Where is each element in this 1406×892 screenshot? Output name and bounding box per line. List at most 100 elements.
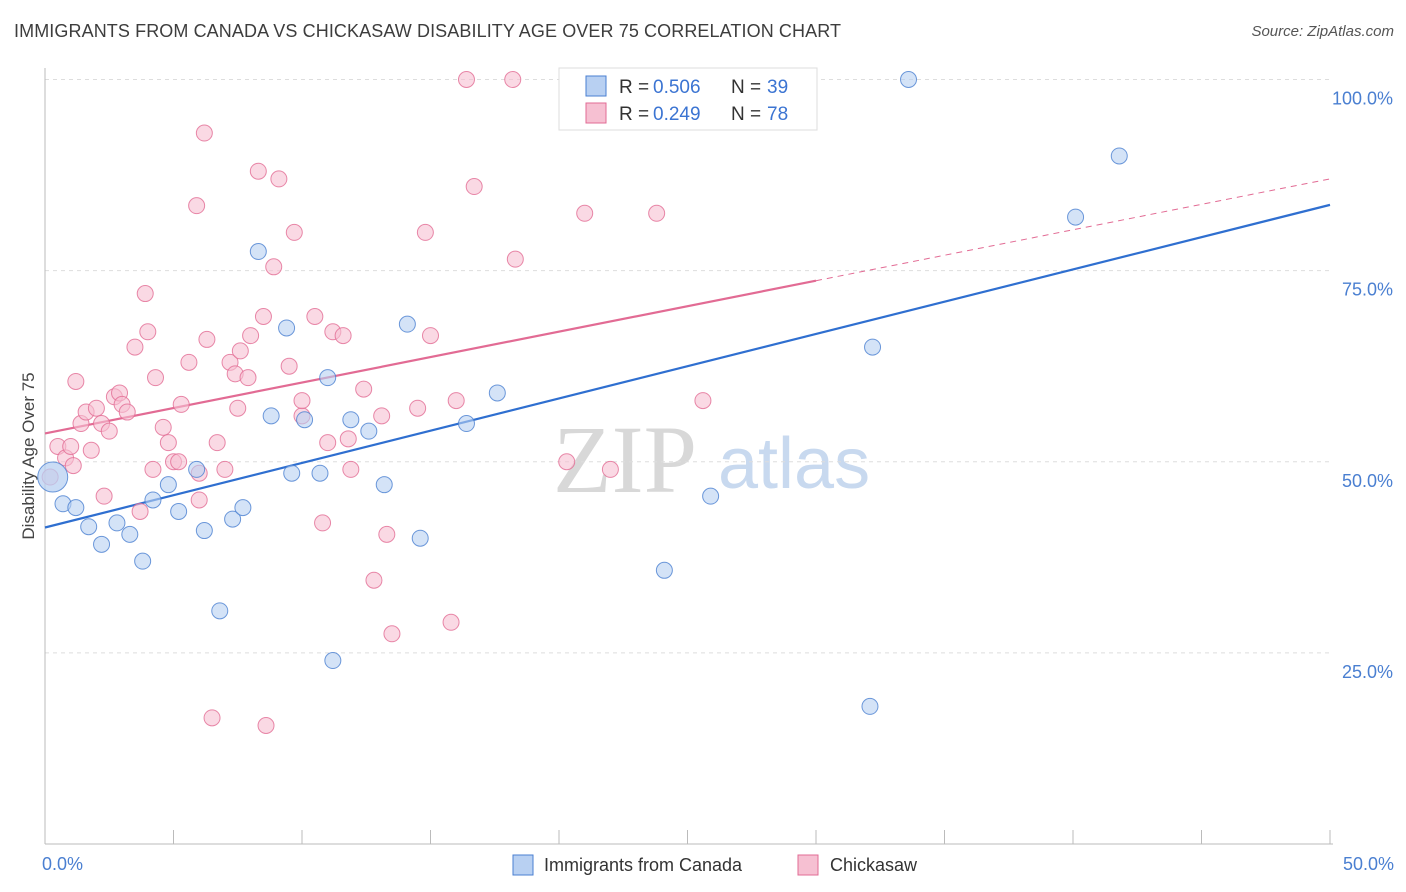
chickasaw-point-77 <box>190 491 208 509</box>
x-tick-label-min: 0.0% <box>42 854 83 874</box>
chickasaw-point-66 <box>457 71 475 88</box>
canada-point-20 <box>296 411 314 429</box>
chickasaw-point-19 <box>136 285 154 303</box>
chickasaw-point-51 <box>314 514 332 532</box>
bottom-legend-label-canada: Immigrants from Canada <box>544 855 743 875</box>
chickasaw-point-44 <box>257 717 275 735</box>
chart-title: IMMIGRANTS FROM CANADA VS CHICKASAW DISA… <box>14 21 842 41</box>
trend-lines <box>44 178 1331 529</box>
chickasaw-point-12 <box>100 422 118 440</box>
canada-point-30 <box>488 384 506 402</box>
chickasaw-point-63 <box>422 327 439 345</box>
legend-r-label-pink: R = <box>619 104 649 125</box>
bottom-legend: Immigrants from Canada Chickasaw <box>512 854 918 876</box>
chickasaw-point-59 <box>373 407 391 425</box>
chickasaw-point-40 <box>239 369 257 387</box>
legend-r-label-blue: R = <box>619 77 649 98</box>
bottom-legend-label-chickasaw: Chickasaw <box>830 855 918 875</box>
chickasaw-point-18 <box>131 502 149 520</box>
chickasaw-point-3 <box>62 437 80 455</box>
chickasaw-point-5 <box>67 372 85 390</box>
x-ticks <box>44 830 1331 844</box>
legend-r-value-pink: 0.249 <box>653 104 701 125</box>
axes <box>44 68 1333 845</box>
y-tick-label-100: 100.0% <box>1332 89 1393 109</box>
chickasaw-point-23 <box>154 418 172 436</box>
trend-line-1 <box>44 279 817 435</box>
canada-point-0 <box>37 461 69 493</box>
watermark-atlas: atlas <box>718 424 870 504</box>
chickasaw-point-75 <box>416 223 434 241</box>
legend-n-value-blue: 39 <box>767 77 788 98</box>
chickasaw-point-55 <box>339 430 357 448</box>
canada-points <box>37 71 1128 715</box>
chickasaw-point-54 <box>334 327 352 345</box>
chickasaw-point-9 <box>87 399 105 417</box>
y-tick-labels: 25.0% 50.0% 75.0% 100.0% <box>1332 89 1393 682</box>
canada-point-23 <box>324 652 342 670</box>
chickasaw-point-24 <box>159 434 177 452</box>
legend-r-value-blue: 0.506 <box>653 77 701 98</box>
chickasaw-point-50 <box>306 307 324 325</box>
canada-point-19 <box>283 464 301 482</box>
canada-point-34 <box>864 338 882 356</box>
legend-swatch-pink <box>585 102 607 124</box>
legend-swatch-blue <box>585 75 607 97</box>
chickasaw-point-38 <box>229 399 247 417</box>
legend-n-value-pink: 78 <box>767 104 788 125</box>
canada-point-11 <box>188 460 206 478</box>
canada-point-15 <box>234 499 252 517</box>
canada-point-35 <box>861 697 879 715</box>
chickasaw-point-28 <box>180 353 198 371</box>
bottom-legend-swatch-chickasaw <box>797 854 819 876</box>
chickasaw-point-74 <box>694 392 712 410</box>
chickasaw-point-46 <box>270 170 288 188</box>
chickasaw-point-65 <box>447 392 465 410</box>
canada-point-26 <box>375 476 393 494</box>
canada-point-36 <box>900 71 918 88</box>
canada-point-7 <box>134 552 152 570</box>
trend-line-0 <box>44 203 1331 529</box>
canada-point-22 <box>319 369 337 387</box>
y-tick-label-75: 75.0% <box>1342 280 1393 300</box>
y-tick-label-50: 50.0% <box>1342 471 1393 491</box>
chickasaw-point-41 <box>242 327 260 345</box>
chickasaw-point-52 <box>319 434 337 452</box>
chickasaw-point-69 <box>506 250 524 268</box>
chickasaw-point-71 <box>576 204 594 222</box>
source-label: Source: ZipAtlas.com <box>1251 23 1394 40</box>
chickasaw-point-21 <box>144 460 162 478</box>
canada-point-24 <box>342 411 360 429</box>
chickasaw-point-64 <box>442 613 460 631</box>
chickasaw-point-11 <box>95 487 113 505</box>
chickasaw-point-20 <box>139 323 157 341</box>
chickasaw-point-62 <box>409 399 427 417</box>
canada-point-16 <box>249 243 267 261</box>
canada-point-9 <box>159 476 177 494</box>
canada-point-12 <box>195 522 213 540</box>
canada-point-33 <box>702 487 720 505</box>
canada-point-2 <box>67 499 85 517</box>
chickasaw-point-32 <box>198 330 216 348</box>
canada-point-17 <box>262 407 280 425</box>
chickasaw-point-26 <box>170 453 188 471</box>
canada-point-25 <box>360 422 378 440</box>
chickasaw-point-8 <box>82 441 100 459</box>
chickasaw-point-4 <box>64 457 82 475</box>
canada-point-4 <box>93 535 111 553</box>
canada-point-21 <box>311 464 329 482</box>
chickasaw-point-17 <box>126 338 144 356</box>
canada-point-28 <box>411 529 429 547</box>
canada-point-32 <box>655 561 673 579</box>
trend-line-dashed-1 <box>815 178 1331 282</box>
chickasaw-point-39 <box>231 342 249 360</box>
legend: R = 0.506 N = 39 R = 0.249 N = 78 <box>558 67 818 131</box>
chickasaw-point-67 <box>465 178 483 196</box>
chickasaw-point-45 <box>265 258 283 276</box>
chickasaw-point-58 <box>365 571 383 589</box>
chickasaw-point-42 <box>249 162 267 180</box>
watermark-zip: ZIP <box>553 406 697 513</box>
canada-point-13 <box>211 602 229 620</box>
chickasaw-point-16 <box>118 403 136 421</box>
